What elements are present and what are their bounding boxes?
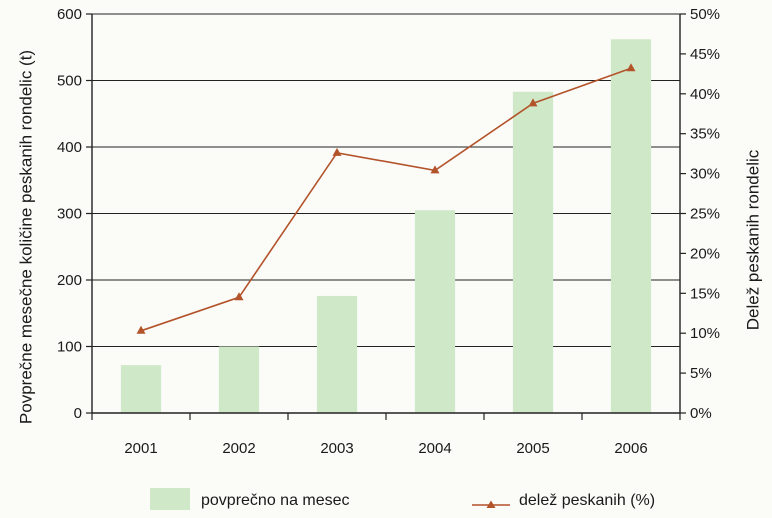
- y2-tick-label: 35%: [690, 126, 720, 143]
- line-point: [136, 325, 146, 334]
- axes: [86, 13, 686, 420]
- bar: [316, 295, 358, 413]
- gridlines: [92, 13, 680, 347]
- x-tick-label: 2003: [320, 440, 353, 457]
- y2-tick-label: 25%: [690, 206, 720, 223]
- line-point: [332, 147, 342, 156]
- bar: [414, 210, 456, 413]
- line-point: [626, 63, 636, 72]
- line-point: [430, 165, 440, 174]
- y-tick-label: 200: [57, 272, 82, 289]
- y2-tick-label: 20%: [690, 245, 720, 262]
- y2-tick-label: 5%: [690, 365, 712, 382]
- bars: [120, 39, 652, 414]
- line-point: [528, 98, 538, 107]
- bar: [512, 91, 554, 414]
- y-tick-label: 600: [57, 6, 82, 23]
- x-tick-label: 2002: [222, 440, 255, 457]
- x-tick-label: 2001: [124, 440, 157, 457]
- legend-line-label: delež peskanih (%): [519, 492, 655, 509]
- y-tick-label: 0: [74, 405, 82, 422]
- y2-tick-label: 0%: [690, 405, 712, 422]
- bar: [610, 39, 652, 414]
- x-tick-label: 2004: [418, 440, 451, 457]
- legend: povprečno na mesec delež peskanih (%): [150, 488, 655, 510]
- legend-bar-swatch: [150, 488, 190, 510]
- line-point: [234, 292, 244, 301]
- line-series: [136, 63, 636, 334]
- y2-tick-label: 45%: [690, 46, 720, 63]
- y2-tick-label: 10%: [690, 325, 720, 342]
- y-tick-label: 500: [57, 73, 82, 90]
- x-tick-label: 2006: [614, 440, 647, 457]
- tick-labels: 0 100 200 300 400 500 600 0% 5% 10% 15% 20% 25% 30% 35…: [57, 6, 720, 457]
- y-tick-label: 100: [57, 339, 82, 356]
- y-axis-title: Povprečne mesečne količine peskanih rond…: [16, 50, 35, 424]
- y-tick-label: 300: [57, 206, 82, 223]
- y2-tick-label: 30%: [690, 166, 720, 183]
- y2-tick-label: 50%: [690, 6, 720, 23]
- legend-line-marker: [486, 500, 496, 508]
- bar: [120, 365, 162, 413]
- y2-tick-label: 40%: [690, 86, 720, 103]
- y-tick-label: 400: [57, 139, 82, 156]
- line-path: [140, 67, 632, 332]
- x-tick-label: 2005: [516, 440, 549, 457]
- legend-bar-label: povprečno na mesec: [201, 492, 350, 509]
- y2-tick-label: 15%: [690, 285, 720, 302]
- y2-axis-title: Delež peskanih rondelic: [743, 149, 762, 330]
- bar: [218, 346, 260, 413]
